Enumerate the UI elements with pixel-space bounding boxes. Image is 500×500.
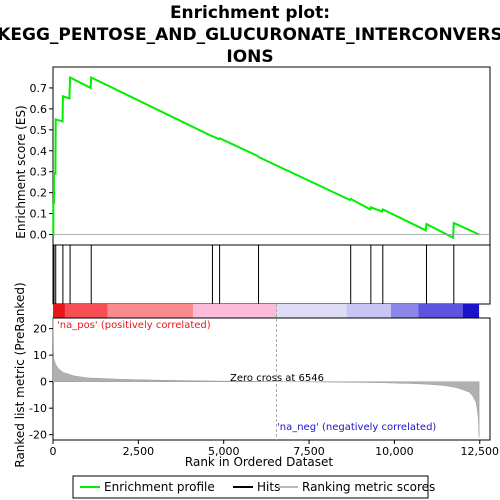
es-ytick-label: 0.7 <box>30 82 48 95</box>
metric-ytick-label: -20 <box>29 429 47 442</box>
color-bar-segment <box>418 304 463 318</box>
es-ytick-label: 0.2 <box>30 187 48 200</box>
x-axis-label: Rank in Ordered Dataset <box>185 455 333 469</box>
xtick-label: 0 <box>50 445 57 458</box>
es-ytick-label: 0.0 <box>30 229 48 242</box>
xtick-label: 2,500 <box>123 445 155 458</box>
title-line-3: IONS <box>226 47 273 67</box>
legend-label-hits: Hits <box>257 480 280 494</box>
metric-ytick-label: -10 <box>29 402 47 415</box>
color-bar-segment <box>462 304 480 318</box>
es-ytick-label: 0.3 <box>30 166 48 179</box>
color-bar-segment <box>192 304 277 318</box>
color-bar-segment <box>64 304 108 318</box>
color-bar-segment <box>346 304 391 318</box>
es-profile-line <box>52 75 480 240</box>
legend-label-enrichment: Enrichment profile <box>104 480 215 494</box>
color-bar-segment <box>390 304 419 318</box>
ranking-metric-area <box>52 317 480 438</box>
xtick-label: 12,500 <box>461 445 500 458</box>
chart-title: Enrichment plot: KEGG_PENTOSE_AND_GLUCUR… <box>0 3 500 67</box>
es-ylabel: Enrichment score (ES) <box>14 105 28 238</box>
es-ytick-label: 0.5 <box>30 124 48 137</box>
es-panel-frame <box>52 66 491 246</box>
title-line-2: KEGG_PENTOSE_AND_GLUCURONATE_INTERCONVER… <box>0 25 500 45</box>
es-ytick-label: 0.4 <box>30 145 48 158</box>
pos-correlated-label: 'na_pos' (positively correlated) <box>57 320 211 331</box>
es-panel-ticks: 0.0 0.1 0.2 0.3 0.4 0.5 0.6 0.7 <box>30 82 53 242</box>
legend-label-metric: Ranking metric scores <box>302 480 435 494</box>
xtick-label: 5,000 <box>208 445 240 458</box>
es-ytick-label: 0.6 <box>30 103 48 116</box>
hits-panel <box>52 245 455 304</box>
metric-panel <box>52 304 480 440</box>
title-line-1: Enrichment plot: <box>170 3 330 23</box>
legend: Enrichment profile Hits Ranking metric s… <box>72 475 435 499</box>
zero-cross-label: Zero cross at 6546 <box>230 373 324 384</box>
color-bar-segment <box>107 304 193 318</box>
metric-ytick-label: 0 <box>40 376 47 389</box>
metric-ylabel: Ranked list metric (PreRanked) <box>13 282 27 467</box>
color-bar-segment <box>276 304 347 318</box>
metric-ytick-label: 20 <box>33 323 47 336</box>
hits-panel-frame <box>52 244 491 305</box>
color-bar-segment <box>53 304 65 318</box>
es-ytick-label: 0.1 <box>30 208 48 221</box>
neg-correlated-label: 'na_neg' (negatively correlated) <box>277 422 436 433</box>
xtick-label: 7,500 <box>293 445 325 458</box>
rank-color-bar <box>53 304 480 318</box>
metric-ytick-label: 10 <box>33 349 47 362</box>
xtick-label: 10,000 <box>375 445 414 458</box>
